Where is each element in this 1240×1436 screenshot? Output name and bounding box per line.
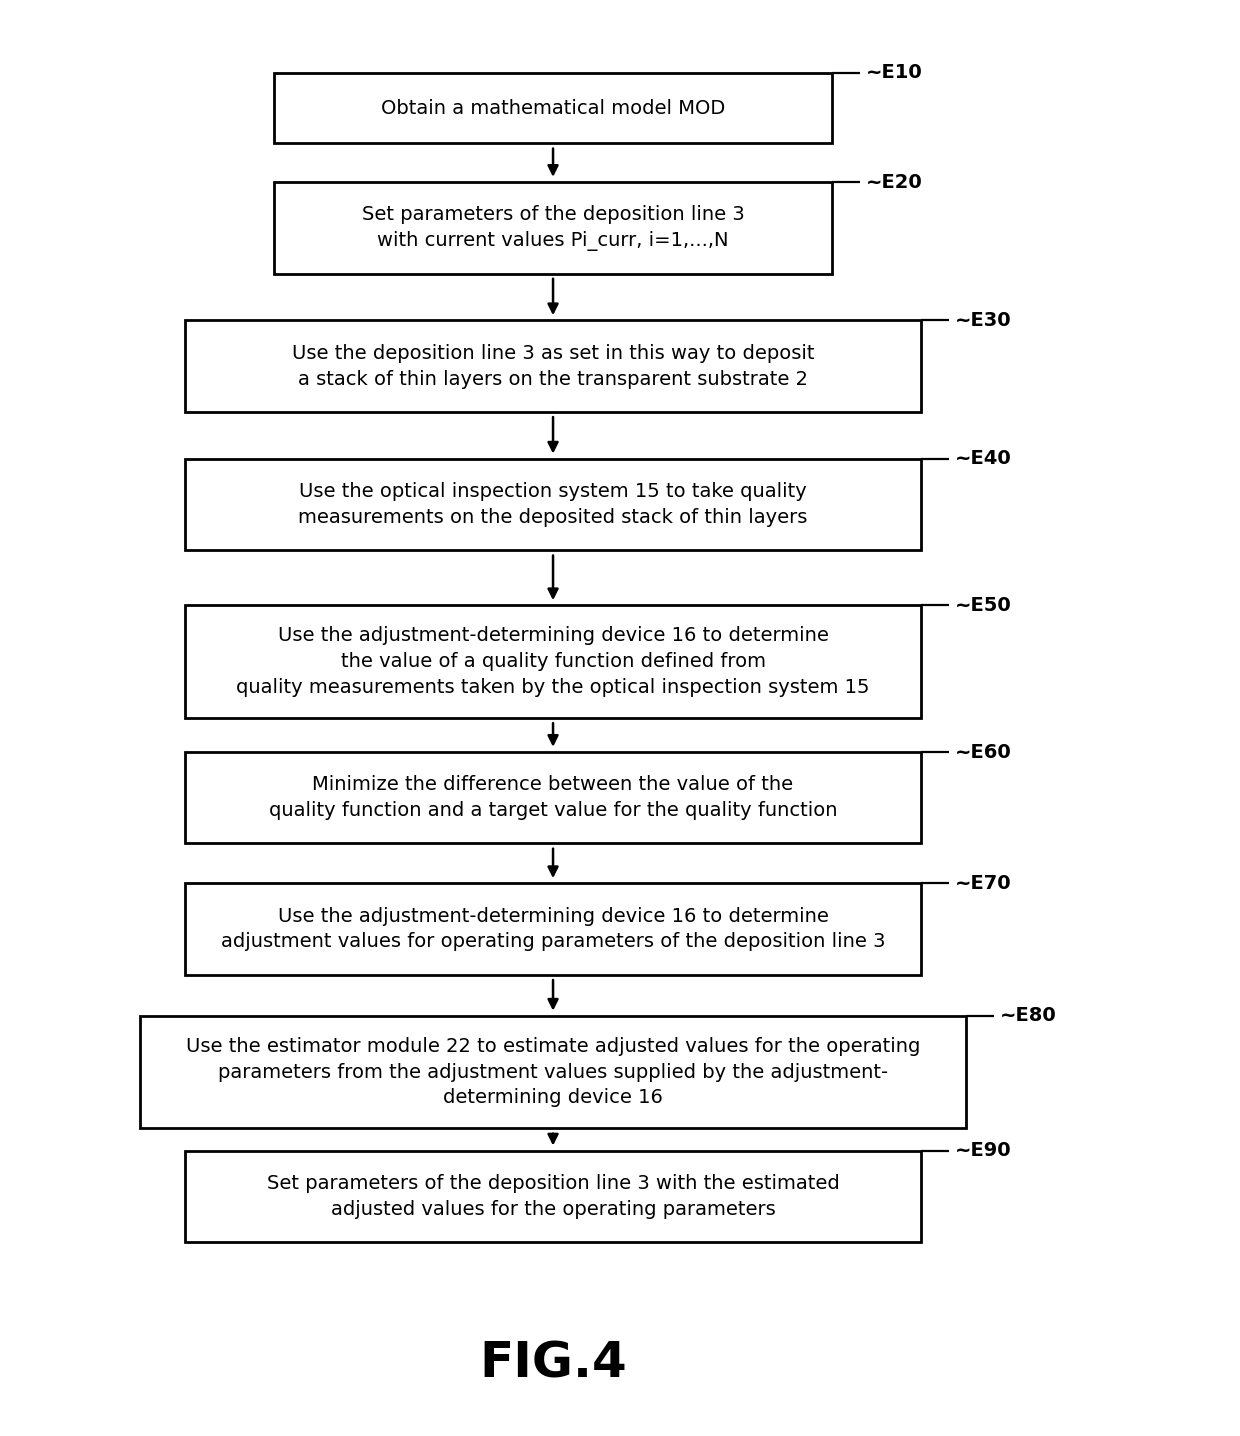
Text: Set parameters of the deposition line 3 with the estimated
adjusted values for t: Set parameters of the deposition line 3 …	[267, 1175, 839, 1219]
Text: Use the adjustment-determining device 16 to determine
adjustment values for oper: Use the adjustment-determining device 16…	[221, 906, 885, 952]
Text: ~E70: ~E70	[955, 875, 1012, 893]
Text: ~E20: ~E20	[866, 172, 923, 191]
Text: Use the adjustment-determining device 16 to determine
the value of a quality fun: Use the adjustment-determining device 16…	[237, 626, 869, 696]
Text: ~E60: ~E60	[955, 742, 1012, 761]
Bar	[185, 606, 921, 718]
Text: ~E50: ~E50	[955, 596, 1012, 615]
Text: ~E30: ~E30	[955, 312, 1012, 330]
Bar	[185, 752, 921, 843]
Text: Minimize the difference between the value of the
quality function and a target v: Minimize the difference between the valu…	[269, 775, 837, 820]
Text: ~E80: ~E80	[999, 1007, 1056, 1025]
Bar	[140, 1015, 966, 1129]
Bar	[274, 182, 832, 273]
Bar	[274, 73, 832, 144]
Text: ~E40: ~E40	[955, 449, 1012, 468]
Text: Use the estimator module 22 to estimate adjusted values for the operating
parame: Use the estimator module 22 to estimate …	[186, 1037, 920, 1107]
Text: Set parameters of the deposition line 3
with current values Pi_curr, i=1,...,N: Set parameters of the deposition line 3 …	[362, 205, 744, 251]
Text: ~E10: ~E10	[866, 63, 923, 82]
Text: Use the optical inspection system 15 to take quality
measurements on the deposit: Use the optical inspection system 15 to …	[299, 482, 807, 527]
Text: Use the deposition line 3 as set in this way to deposit
a stack of thin layers o: Use the deposition line 3 as set in this…	[291, 343, 815, 389]
Text: ~E90: ~E90	[955, 1142, 1012, 1160]
Bar	[185, 883, 921, 975]
Bar	[185, 320, 921, 412]
Bar	[185, 1150, 921, 1242]
Text: Obtain a mathematical model MOD: Obtain a mathematical model MOD	[381, 99, 725, 118]
Bar	[185, 460, 921, 550]
Text: FIG.4: FIG.4	[479, 1338, 627, 1387]
